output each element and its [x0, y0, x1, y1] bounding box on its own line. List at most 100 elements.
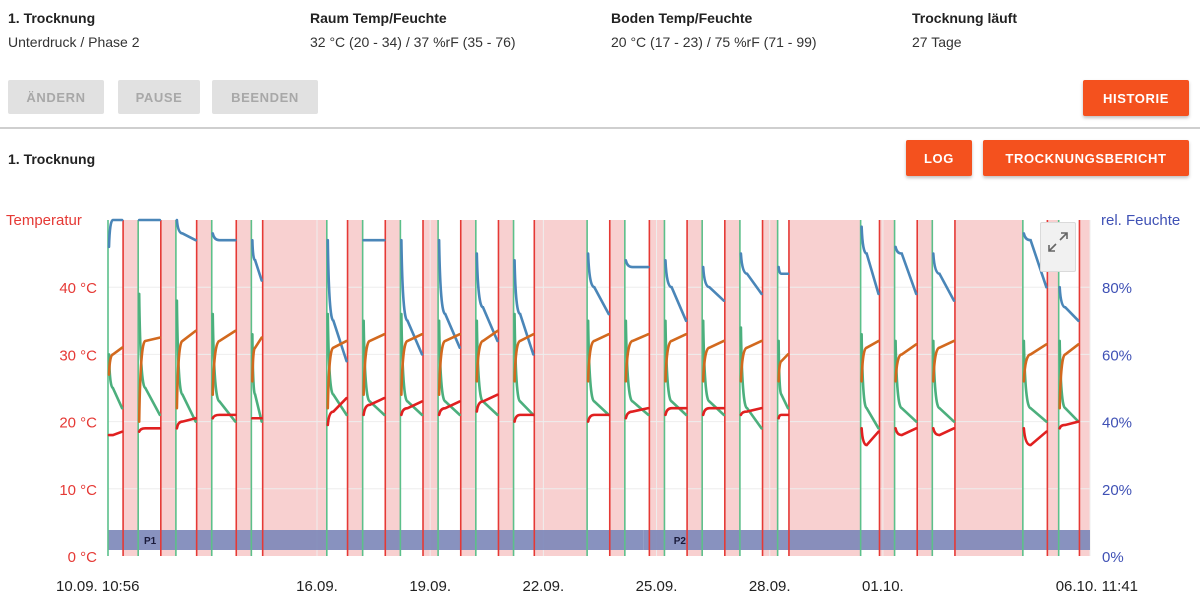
room-temp-line: [475, 329, 499, 383]
x-tick-label: 16.09.: [296, 578, 338, 595]
floor-humidity-line: [664, 319, 688, 417]
y-left-tick-label: 20 °C: [59, 415, 97, 432]
end-button[interactable]: BEENDEN: [212, 80, 318, 114]
room-humidity-line: [475, 252, 499, 343]
section-title: 1. Trocknung: [8, 151, 96, 167]
floor-humidity-line: [437, 319, 462, 417]
y-right-tick-label: 40%: [1102, 415, 1132, 432]
room-temp-line: [701, 339, 726, 383]
floor-title: Boden Temp/Feuchte: [611, 10, 753, 26]
floor-humidity-line: [175, 299, 197, 423]
floor-temp-line: [1022, 427, 1048, 447]
drying-status: Unterdruck / Phase 2: [8, 34, 140, 50]
phase-segment: [108, 530, 644, 550]
room-title: Raum Temp/Feuchte: [310, 10, 447, 26]
chart-grid: [107, 220, 1091, 556]
info-running: Trocknung läuft 27 Tage: [912, 10, 1017, 50]
room-humidity-line: [107, 218, 124, 249]
expand-chart-button[interactable]: [1040, 222, 1076, 272]
floor-humidity-line: [777, 339, 790, 410]
phase-segment: [643, 530, 1090, 550]
floor-humidity-line: [860, 332, 880, 430]
pause-button[interactable]: PAUSE: [118, 80, 200, 114]
room-humidity-line: [437, 238, 462, 349]
log-button[interactable]: LOG: [906, 140, 972, 176]
floor-temp-line: [701, 406, 726, 417]
room-humidity-line: [211, 232, 237, 242]
room-temp-line: [860, 339, 880, 383]
room-humidity-line: [513, 259, 535, 356]
section-divider: [0, 127, 1200, 129]
x-tick-label: 10.09. 10:56: [56, 578, 139, 595]
x-tick-label: 19.09.: [409, 578, 451, 595]
room-humidity-line: [251, 238, 263, 282]
room-humidity-line: [932, 252, 956, 302]
floor-temp-line: [475, 393, 499, 413]
room-humidity-line: [701, 265, 726, 302]
x-tick-label: 22.09.: [522, 578, 564, 595]
y-left-tick-label: 40 °C: [59, 280, 97, 297]
room-temp-line: [437, 332, 462, 397]
room-temp-line: [1058, 343, 1080, 410]
pause-band: [788, 220, 861, 556]
on-off-markers: [107, 220, 1081, 556]
room-temp-line: [586, 332, 611, 383]
room-temp-line: [894, 343, 918, 383]
change-button[interactable]: ÄNDERN: [8, 80, 104, 114]
floor-temp-line: [362, 396, 386, 417]
room-humidity-line: [326, 238, 348, 363]
pause-band: [160, 220, 176, 556]
floor-temp-line: [1058, 420, 1080, 430]
y-right-tick-label: 60%: [1102, 347, 1132, 364]
room-value: 32 °C (20 - 34) / 37 %rF (35 - 76): [310, 34, 516, 50]
history-button[interactable]: HISTORIE: [1083, 80, 1189, 116]
room-humidity-line: [777, 265, 790, 276]
drying-report-button[interactable]: TROCKNUNGSBERICHT: [983, 140, 1189, 176]
y-right-tick-label: 80%: [1102, 280, 1132, 297]
room-temp-line: [1022, 343, 1048, 383]
expand-icon: [1048, 232, 1068, 252]
y-right-tick-label: 20%: [1102, 482, 1132, 499]
room-humidity-line: [175, 218, 197, 242]
floor-humidity-line: [326, 312, 348, 417]
floor-temp-line: [137, 427, 162, 433]
floor-humidity-line: [739, 326, 763, 430]
pause-band: [1047, 220, 1059, 556]
room-humidity-line: [624, 259, 650, 269]
pause-bands: [123, 220, 1090, 556]
floor-humidity-line: [894, 339, 918, 423]
room-temp-line: [251, 336, 263, 383]
pause-band: [123, 220, 139, 556]
floor-temp-line: [894, 427, 918, 437]
x-tick-label: 25.09.: [636, 578, 678, 595]
floor-temp-line: [586, 413, 611, 423]
phase-label: P2: [674, 536, 687, 547]
room-temp-line: [777, 353, 790, 383]
phase-bar: P1 P2: [108, 530, 1090, 550]
pause-band: [498, 220, 514, 556]
running-title: Trocknung läuft: [912, 10, 1017, 26]
floor-temp-line: [932, 427, 956, 437]
floor-humidity-line: [1058, 339, 1080, 423]
info-floor: Boden Temp/Feuchte 20 °C (17 - 23) / 75 …: [611, 10, 817, 50]
room-humidity-line: [894, 245, 918, 296]
floor-temp-line: [211, 413, 237, 420]
floor-humidity-line: [624, 319, 650, 417]
room-humidity-line: [1058, 285, 1080, 323]
pause-band: [1079, 220, 1090, 556]
pause-band: [687, 220, 703, 556]
y-left-tick-label: 30 °C: [59, 347, 97, 364]
x-tick-label: 01.10.: [862, 578, 904, 595]
floor-temp-line: [400, 400, 424, 417]
chart-axes: Temperatur rel. Feuchte 0 °C 10 °C 20 °C 30 °…: [6, 212, 1180, 595]
pause-band: [385, 220, 401, 556]
data-series: [107, 218, 1080, 447]
pause-band: [917, 220, 933, 556]
pause-band: [609, 220, 625, 556]
room-temp-line: [362, 332, 386, 397]
phase-label: P1: [144, 536, 157, 547]
floor-temp-line: [175, 416, 197, 430]
floor-humidity-line: [362, 319, 386, 417]
room-temp-line: [664, 332, 688, 383]
x-tick-label: 28.09.: [749, 578, 791, 595]
